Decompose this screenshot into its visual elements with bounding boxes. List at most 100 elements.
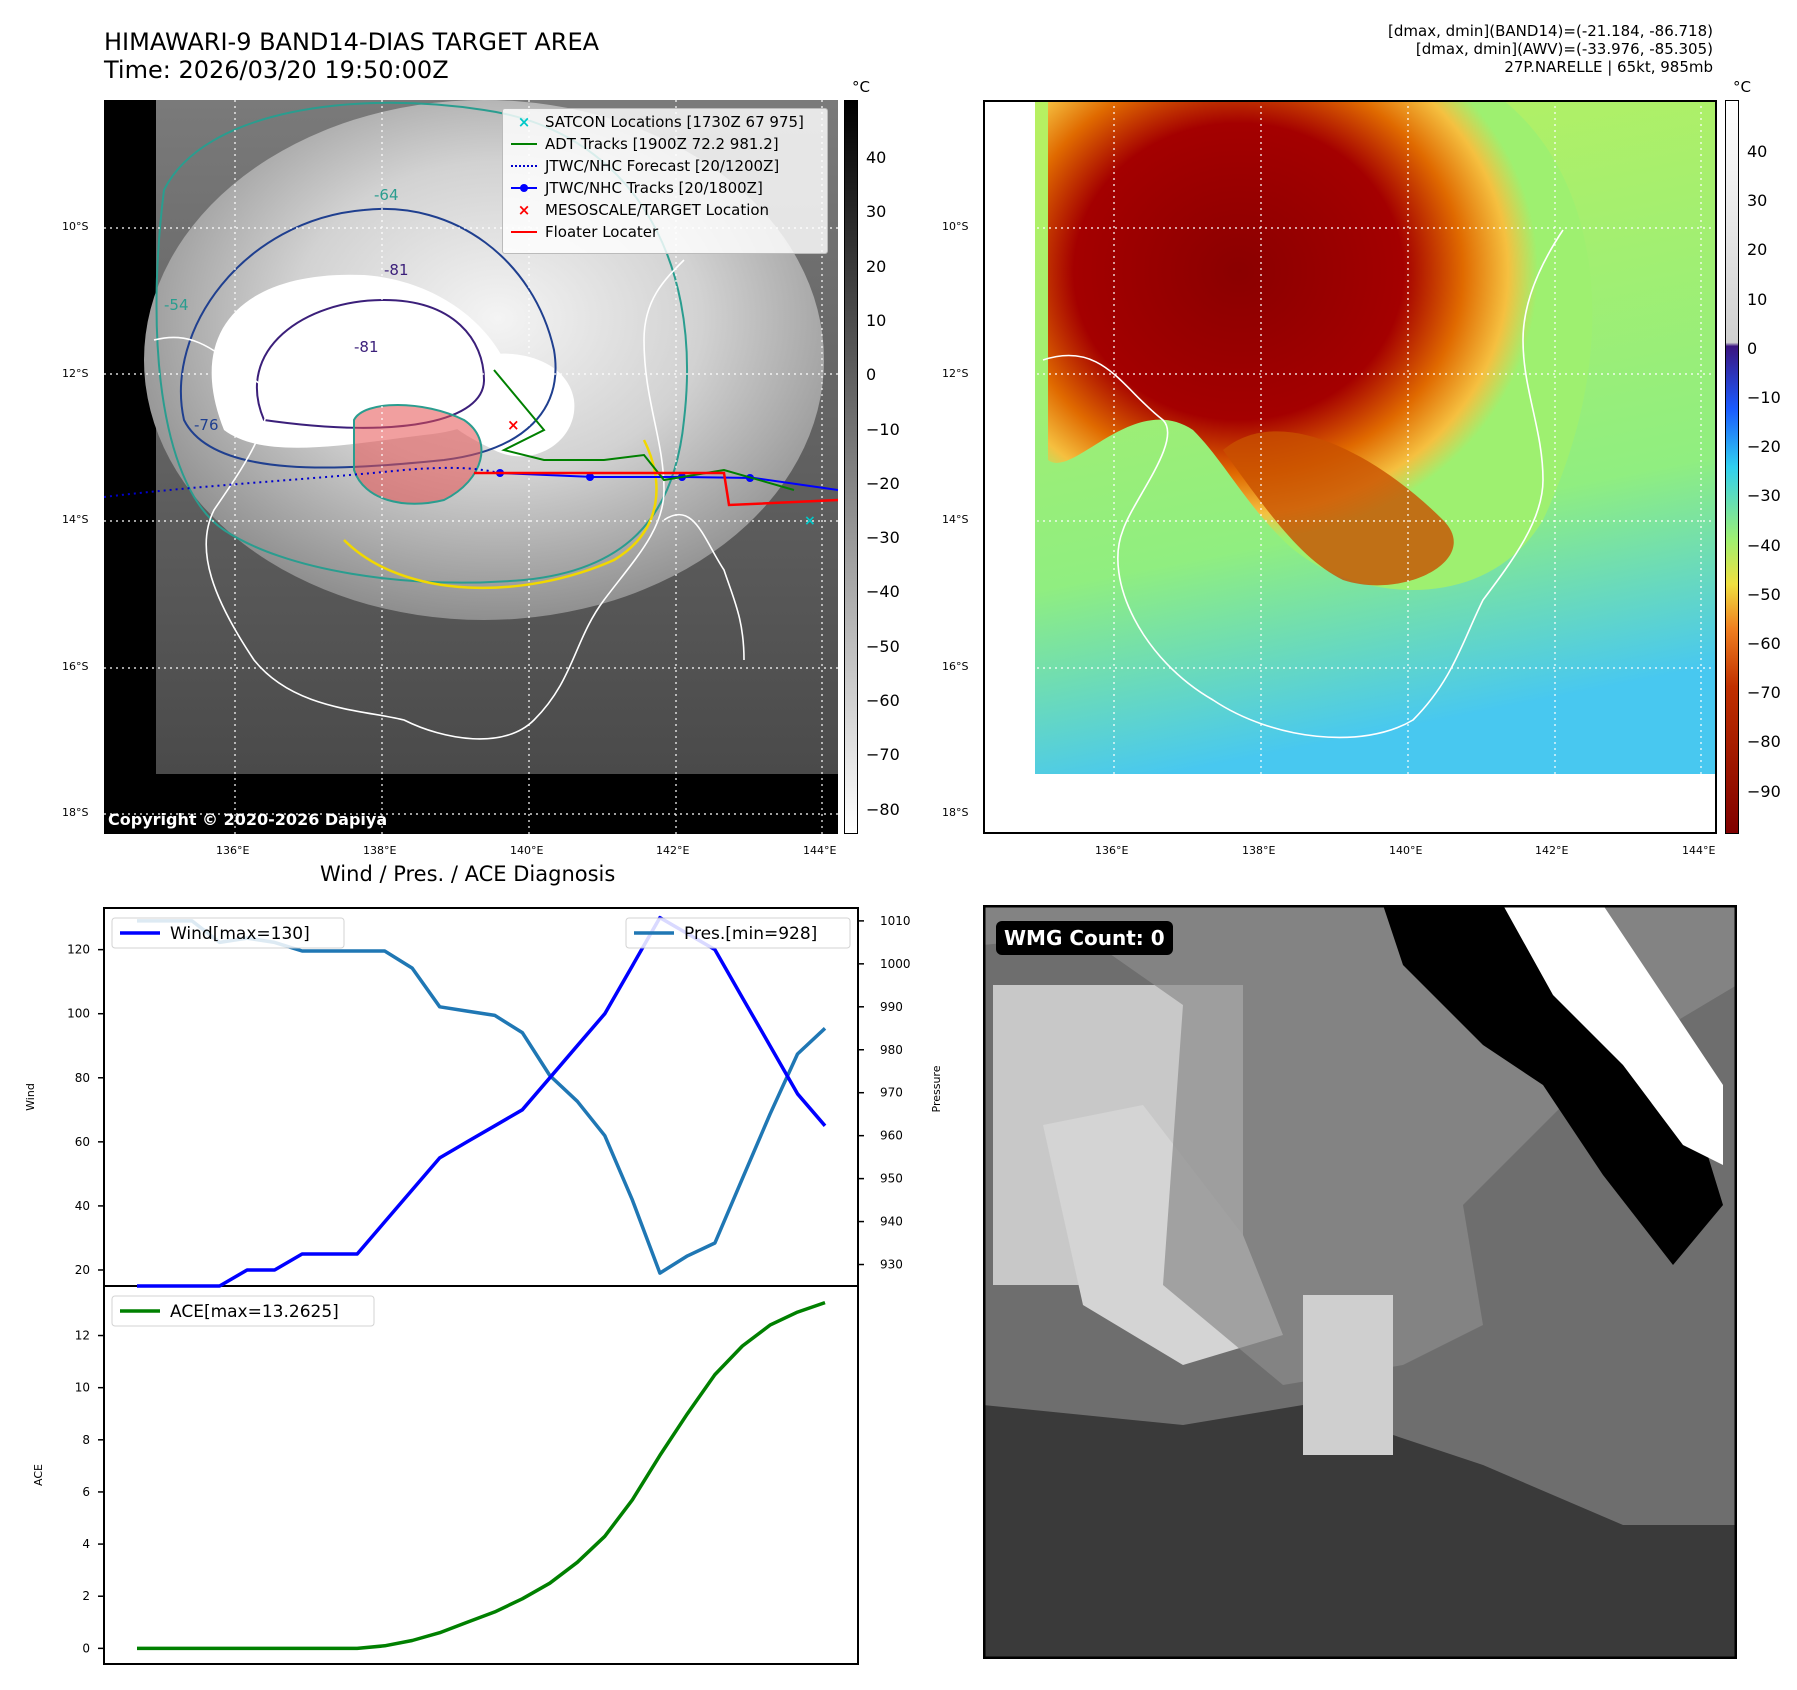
lon-label-142: 142°E [656,844,690,857]
ace-legend-box [111,1295,375,1327]
stats-band14: [dmax, dmin](BAND14)=(-21.184, -86.718) [1388,22,1713,40]
legend-adt: ADT Tracks [1900Z 72.2 981.2] [511,133,779,155]
lon-label-136: 136°E [216,844,250,857]
ace-ytick-label: 8 [82,1433,90,1447]
left-colorbar-tick: 10 [866,310,887,330]
lat-label-12s: 12°S [62,367,89,380]
wind-legend-box [111,917,345,949]
stats-awv: [dmax, dmin](AWV)=(-33.976, -85.305) [1415,40,1713,58]
pres-ytick-label: 990 [880,1000,903,1014]
lat-label-18s: 18°S [62,806,89,819]
contour-label-1: -64 [374,186,399,204]
contour-label-4: -76 [194,416,219,434]
lat-label-16s: 16°S [62,660,89,673]
right-colorbar-tick: 20 [1747,240,1768,260]
ace-ytick-label: 10 [75,1381,90,1395]
wind-ytick-label: 100 [67,1007,90,1021]
pres-ytick-label: 950 [880,1172,903,1186]
awv-cold-region [1048,100,1593,590]
pres-ytick-label: 940 [880,1215,903,1229]
pres-legend-box [625,917,851,949]
right-colorbar-tick: −50 [1747,584,1781,604]
wmg-light-patch-3 [1303,1295,1393,1455]
left-colorbar-tick: −80 [866,799,900,819]
awv-coastline [1042,229,1564,739]
copyright-notice: Copyright © 2020-2026 Dapiya [108,810,388,829]
legend-target: × MESOSCALE/TARGET Location [517,201,770,219]
storm-info: 27P.NARELLE | 65kt, 985mb [1504,58,1713,76]
left-colorbar-tick: 30 [866,202,887,222]
legend-jtwc: JTWC/NHC Tracks [20/1800Z] [511,177,763,199]
left-colorbar-tick: −20 [866,473,900,493]
right-colorbar-tick: −60 [1747,634,1781,653]
wmg-frame [983,905,1737,1659]
pres-ytick-label: 930 [880,1258,903,1272]
right-colorbar-tick: −40 [1747,535,1781,555]
contour-label-2: -54 [164,296,189,314]
contour-yellow [343,439,658,590]
map-gridlines [104,100,838,834]
contour-teal [155,101,689,584]
left-colorbar-tick: −50 [866,636,900,656]
r-lon-label-140: 140°E [1389,844,1423,857]
wind-ytick-label: 20 [75,1263,90,1277]
satcon-marker: × [804,513,816,529]
r-lat-label-16s: 16°S [942,660,969,673]
right-colorbar-tick: −20 [1747,437,1781,457]
left-colorbar-tick: 0 [866,365,877,385]
title-line-1: HIMAWARI-9 BAND14-DIAS TARGET AREA [104,28,600,56]
warm-spot [353,404,483,505]
r-lat-label-18s: 18°S [942,806,969,819]
ace-legend-label: ACE[max=13.2625] [170,1302,339,1322]
pres-legend-label: Pres.[min=928] [684,924,817,944]
r-lon-label-142: 142°E [1535,844,1569,857]
awv-gridlines [983,100,1717,834]
ace-ytick-label: 2 [82,1589,90,1603]
wind-axis-label: Wind [24,1083,37,1111]
ace-axis-label: ACE [32,1464,45,1486]
pressure-axis-label: Pressure [930,1065,943,1112]
lat-label-10s: 10°S [62,220,89,233]
floater-locater-track [474,471,838,507]
diagnosis-title: Wind / Pres. / ACE Diagnosis [320,862,616,886]
left-colorbar-tick: 40 [866,148,887,167]
wmg-panel [983,905,1737,1659]
awv-frame [983,100,1717,834]
right-colorbar-tick: 40 [1747,142,1768,161]
wmg-dark-region [983,1405,1737,1659]
right-colorbar-tick: 0 [1747,338,1758,358]
lat-label-14s: 14°S [62,513,89,526]
right-colorbar-tick: −90 [1747,781,1781,801]
right-colorbar-tick: −10 [1747,388,1781,407]
r-lat-label-10s: 10°S [942,220,969,233]
left-colorbar-tick: −10 [866,419,900,439]
lon-label-144: 144°E [803,844,837,857]
ace-ytick-label: 12 [75,1329,90,1343]
title-line-2: Time: 2026/03/20 19:50:00Z [104,56,449,84]
lon-label-140: 140°E [510,844,544,857]
ace-ytick-label: 4 [82,1537,90,1551]
coastline-east [663,513,745,661]
right-colorbar [1725,100,1739,834]
legend-floater: Floater Locater [511,221,658,243]
r-lon-label-138: 138°E [1242,844,1276,857]
contour-label-5: -81 [354,338,379,356]
right-colorbar-tick: 30 [1747,191,1768,211]
wind-ytick-label: 80 [75,1071,90,1085]
pres-ytick-label: 980 [880,1043,903,1057]
r-lon-label-136: 136°E [1095,844,1129,857]
target-marker: × [507,416,520,434]
map-legend: × SATCON Locations [1730Z 67 975] ADT Tra… [502,108,828,254]
ace-ytick-label: 6 [82,1485,90,1499]
lon-label-138: 138°E [363,844,397,857]
ace-ytick-label: 0 [82,1641,90,1655]
contour-navy [179,207,557,469]
left-colorbar-tick: −40 [866,582,900,602]
wind-ytick-label: 120 [67,943,90,957]
right-colorbar-tick: 10 [1747,289,1768,309]
pres-ytick-label: 1010 [880,914,911,928]
ace-frame [103,1285,859,1665]
legend-forecast: JTWC/NHC Forecast [20/1200Z] [511,155,779,177]
jtwc-forecast-track [104,466,501,498]
ir-map-panel: × × -64 -54 -81 -76 -81 [104,100,838,834]
